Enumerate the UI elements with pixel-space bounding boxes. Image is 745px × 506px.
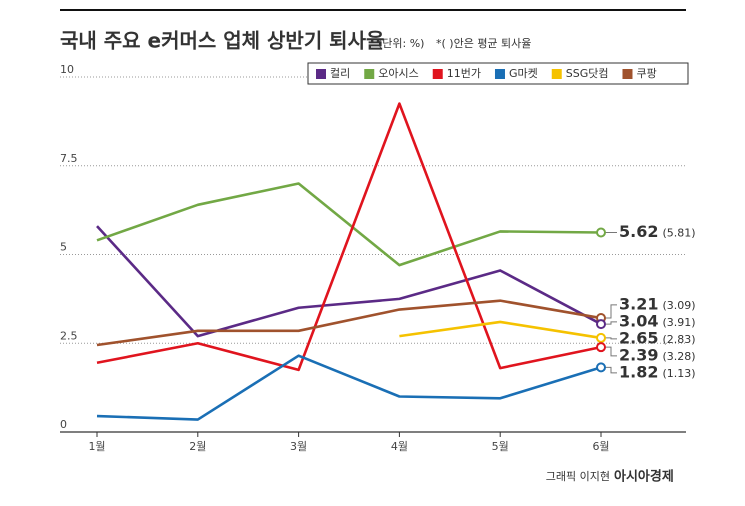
legend-swatch <box>551 69 562 79</box>
value-label: 5.62 <box>619 222 658 241</box>
line-series <box>96 182 602 267</box>
line-series <box>96 225 602 338</box>
credit: 그래픽 이지현 <box>546 470 610 483</box>
end-marker <box>596 227 606 238</box>
chart-title: 국내 주요 e커머스 업체 상반기 퇴사율 <box>60 29 384 53</box>
legend-label: 쿠팡 <box>636 67 656 80</box>
legend-label: 컬리 <box>330 67 350 80</box>
y-tick-label: 5 <box>60 241 67 254</box>
source: 아시아경제 <box>614 469 674 485</box>
y-tick-label: 0 <box>60 418 67 431</box>
legend-label: G마켓 <box>509 67 538 80</box>
line-series <box>399 320 602 340</box>
leader-line <box>605 366 617 374</box>
x-tick-label: 5월 <box>492 440 509 453</box>
legend-label: 오아시스 <box>378 67 418 80</box>
legend-label: 11번가 <box>447 67 481 80</box>
note: *( )안은 평균 퇴사율 <box>436 37 531 50</box>
line-series <box>96 354 602 421</box>
average-label: (2.83) <box>662 333 695 346</box>
x-tick-label: 1월 <box>88 440 105 453</box>
leader-line <box>605 304 617 319</box>
value-label: 3.04 <box>619 311 658 330</box>
legend-label: SSG닷컴 <box>566 67 609 80</box>
x-tick-label: 6월 <box>592 440 609 453</box>
end-marker <box>596 319 606 330</box>
legend-swatch <box>364 69 375 79</box>
average-label: (1.13) <box>662 367 695 380</box>
average-label: (3.28) <box>662 350 695 363</box>
legend-swatch <box>316 69 326 79</box>
legend-swatch <box>494 69 505 79</box>
leader-line <box>605 321 617 325</box>
end-marker <box>596 332 606 343</box>
leader-line <box>605 337 617 340</box>
end-marker <box>596 362 606 373</box>
line-series <box>96 299 602 347</box>
value-label: 2.65 <box>619 328 658 347</box>
y-tick-label: 2.5 <box>60 329 78 342</box>
end-marker <box>596 342 606 353</box>
average-label: (3.91) <box>662 316 695 329</box>
subtitle: (단위: %) <box>378 37 424 50</box>
x-tick-label: 4월 <box>391 440 408 453</box>
x-tick-label: 3월 <box>290 440 307 453</box>
average-label: (3.09) <box>662 299 695 312</box>
value-label: 2.39 <box>619 345 658 364</box>
x-tick-label: 2월 <box>189 440 206 453</box>
value-label: 1.82 <box>619 362 658 381</box>
value-label: 3.21 <box>619 294 658 313</box>
leader-line <box>605 346 617 357</box>
y-tick-label: 10 <box>60 63 74 76</box>
average-label: (5.81) <box>662 226 695 239</box>
line-series <box>96 102 602 372</box>
y-tick-label: 7.5 <box>60 152 78 165</box>
legend-swatch <box>432 69 443 79</box>
legend-swatch <box>622 69 633 79</box>
